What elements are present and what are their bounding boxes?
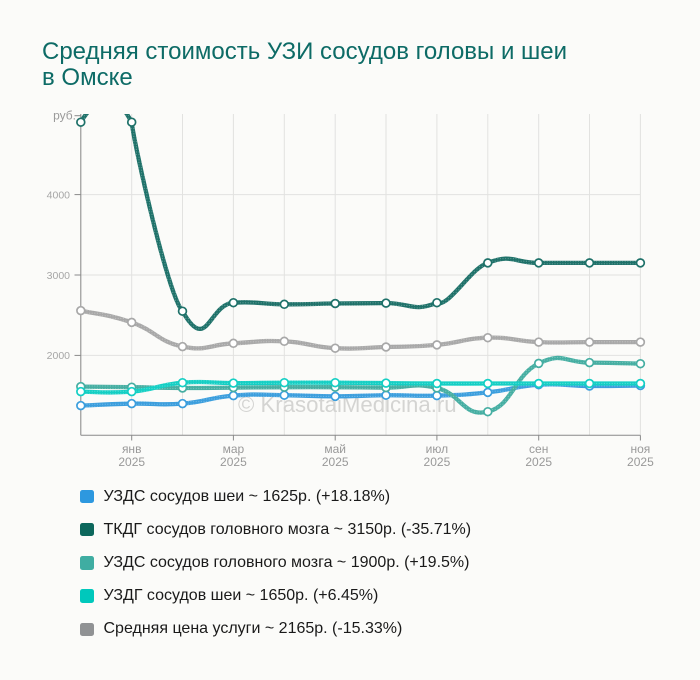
svg-text:мар: мар: [223, 442, 245, 456]
svg-text:2025: 2025: [424, 455, 451, 469]
svg-text:июл: июл: [426, 442, 448, 456]
svg-text:2025: 2025: [220, 455, 247, 469]
svg-text:сен: сен: [529, 442, 548, 456]
svg-text:2000: 2000: [47, 350, 71, 362]
svg-text:май: май: [324, 442, 346, 456]
svg-text:ноя: ноя: [630, 442, 650, 456]
svg-text:2025: 2025: [322, 455, 349, 469]
svg-text:4000: 4000: [47, 189, 71, 201]
svg-text:2025: 2025: [627, 455, 654, 469]
svg-text:руб.: руб.: [53, 109, 76, 123]
svg-text:3000: 3000: [47, 270, 71, 282]
svg-text:2025: 2025: [525, 455, 552, 469]
svg-text:2025: 2025: [118, 455, 145, 469]
svg-text:янв: янв: [122, 442, 142, 456]
